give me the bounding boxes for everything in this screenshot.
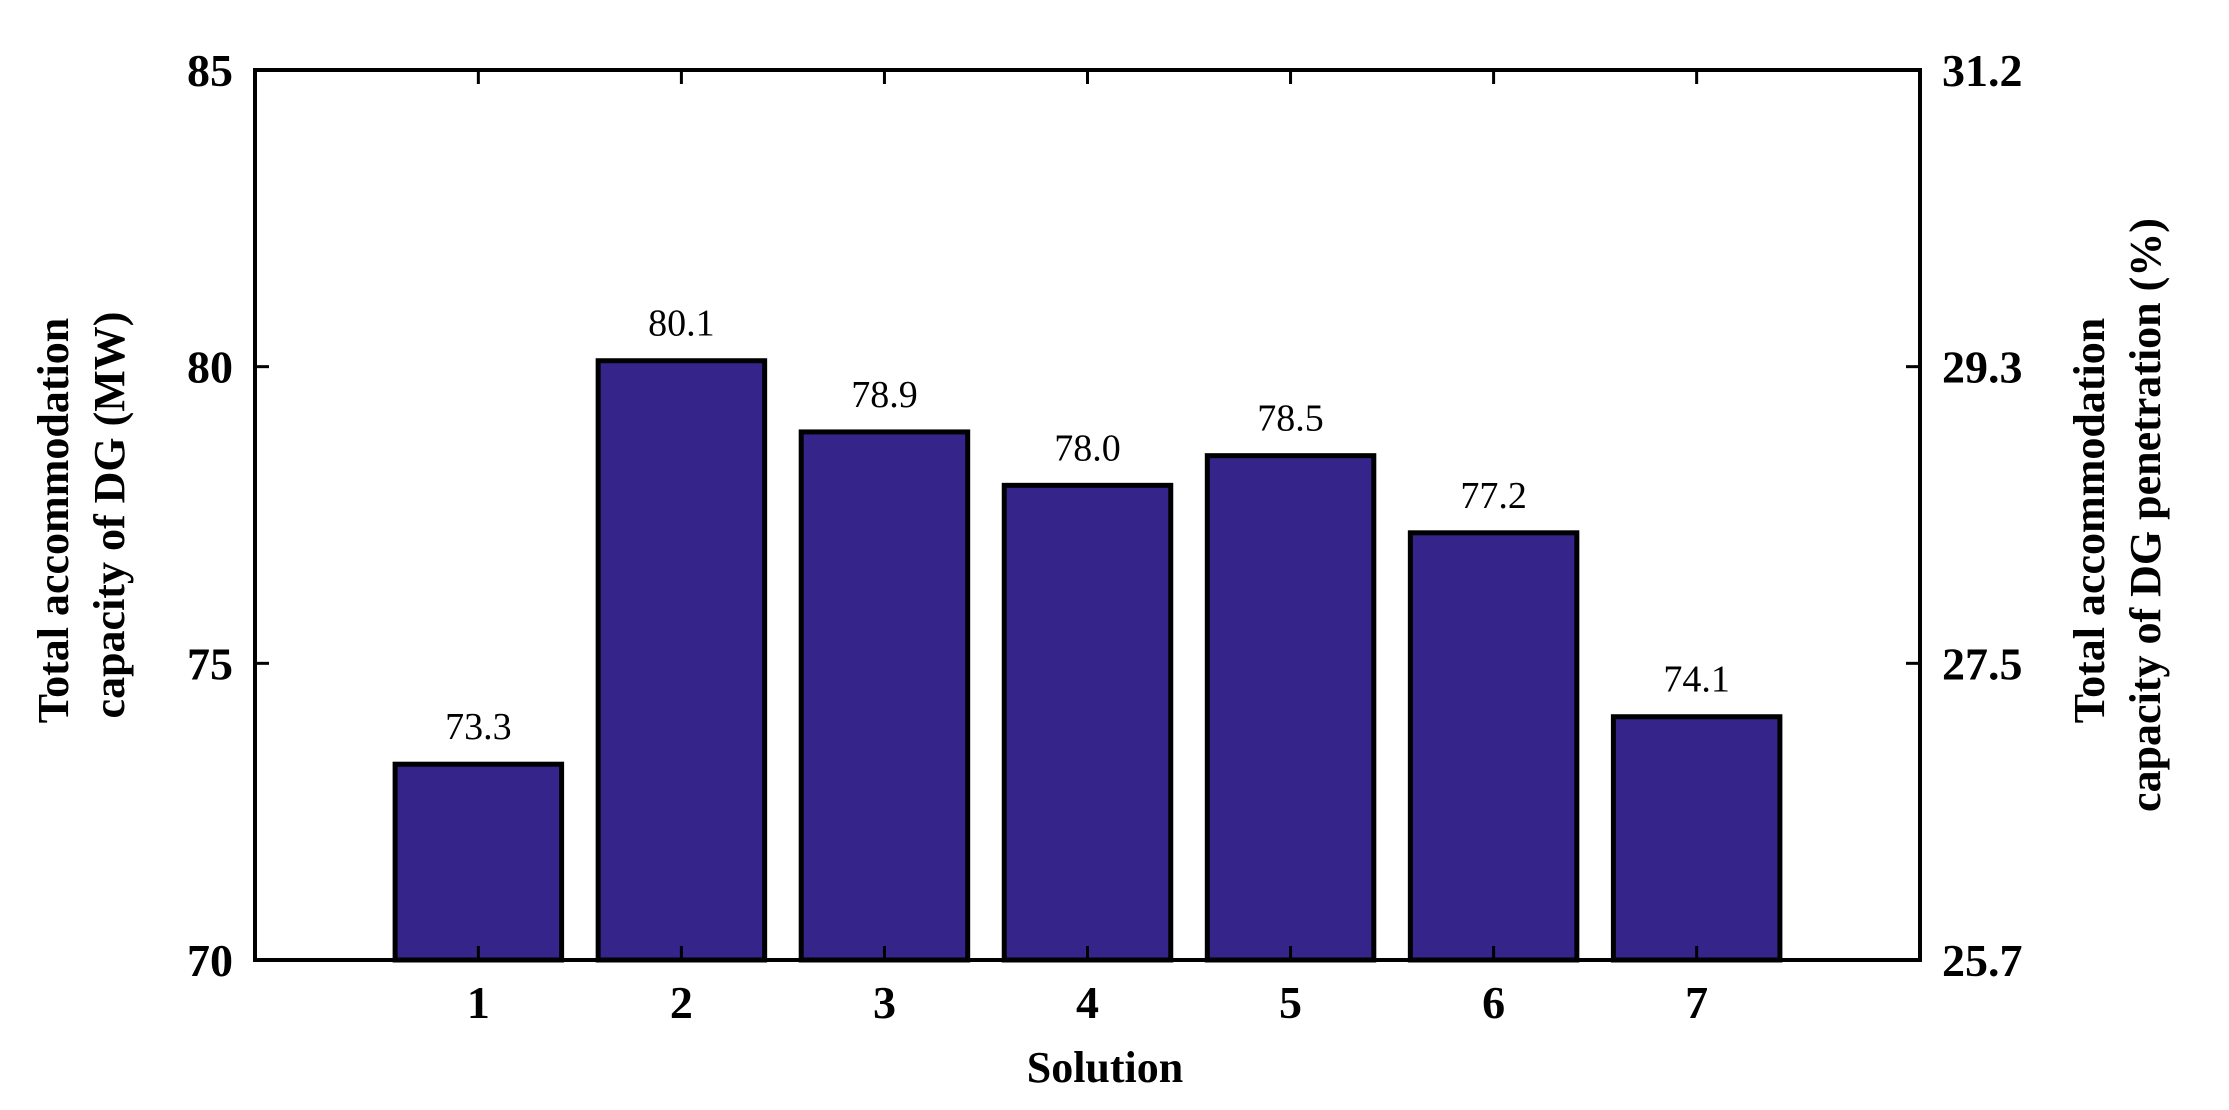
left-tick-label: 70	[187, 935, 233, 986]
left-tick-label: 85	[187, 45, 233, 96]
right-tick-label: 25.7	[1942, 935, 2023, 986]
left-tick-label: 80	[187, 342, 233, 393]
data-label-solution-3: 78.9	[851, 374, 918, 416]
left-axis-title-line-1: Total accommodation	[29, 318, 78, 723]
data-label-solution-5: 78.5	[1257, 398, 1324, 440]
x-tick-label: 4	[1076, 977, 1099, 1028]
x-axis-ticks: 1 2 3 4 5 6 7	[467, 70, 1708, 1028]
data-labels-group: 73.3 80.1 78.9 78.0 78.5 77.2 74.1	[445, 303, 1730, 748]
data-label-solution-6: 77.2	[1460, 475, 1527, 517]
right-axis-title: Total accommodation capacity of DG penet…	[2065, 218, 2170, 812]
x-tick-label: 3	[873, 977, 896, 1028]
x-axis-title: Solution	[1027, 1043, 1184, 1092]
right-axis-ticks: 25.7 27.5 29.3 31.2	[1906, 45, 2023, 986]
x-tick-label: 2	[670, 977, 693, 1028]
x-tick-label: 6	[1482, 977, 1505, 1028]
bars-group	[392, 358, 1783, 963]
x-tick-label: 1	[467, 977, 490, 1028]
x-tick-label: 7	[1685, 977, 1708, 1028]
left-axis-title-line-2: capacity of DG (MW)	[85, 312, 134, 719]
left-axis-ticks: 70 75 80 85	[187, 45, 269, 986]
bar-solution-3	[798, 429, 971, 963]
bar-solution-1	[392, 761, 565, 963]
x-tick-label: 5	[1279, 977, 1302, 1028]
bar-solution-7	[1610, 714, 1783, 963]
right-tick-label: 29.3	[1942, 342, 2023, 393]
right-tick-label: 27.5	[1942, 638, 2023, 689]
right-axis-title-line-2: capacity of DG penetration (%)	[2121, 218, 2170, 812]
bar-solution-2	[595, 358, 768, 963]
bar-solution-4	[1001, 482, 1174, 963]
data-label-solution-7: 74.1	[1663, 659, 1730, 701]
left-tick-label: 75	[187, 638, 233, 689]
right-axis-title-line-1: Total accommodation	[2065, 318, 2114, 723]
data-label-solution-2: 80.1	[648, 303, 715, 345]
left-axis-title: Total accommodation capacity of DG (MW)	[29, 307, 134, 723]
bar-solution-5	[1204, 453, 1377, 963]
data-label-solution-1: 73.3	[445, 706, 512, 748]
right-tick-label: 31.2	[1942, 45, 2023, 96]
data-label-solution-4: 78.0	[1054, 427, 1121, 469]
bar-solution-6	[1407, 530, 1580, 963]
